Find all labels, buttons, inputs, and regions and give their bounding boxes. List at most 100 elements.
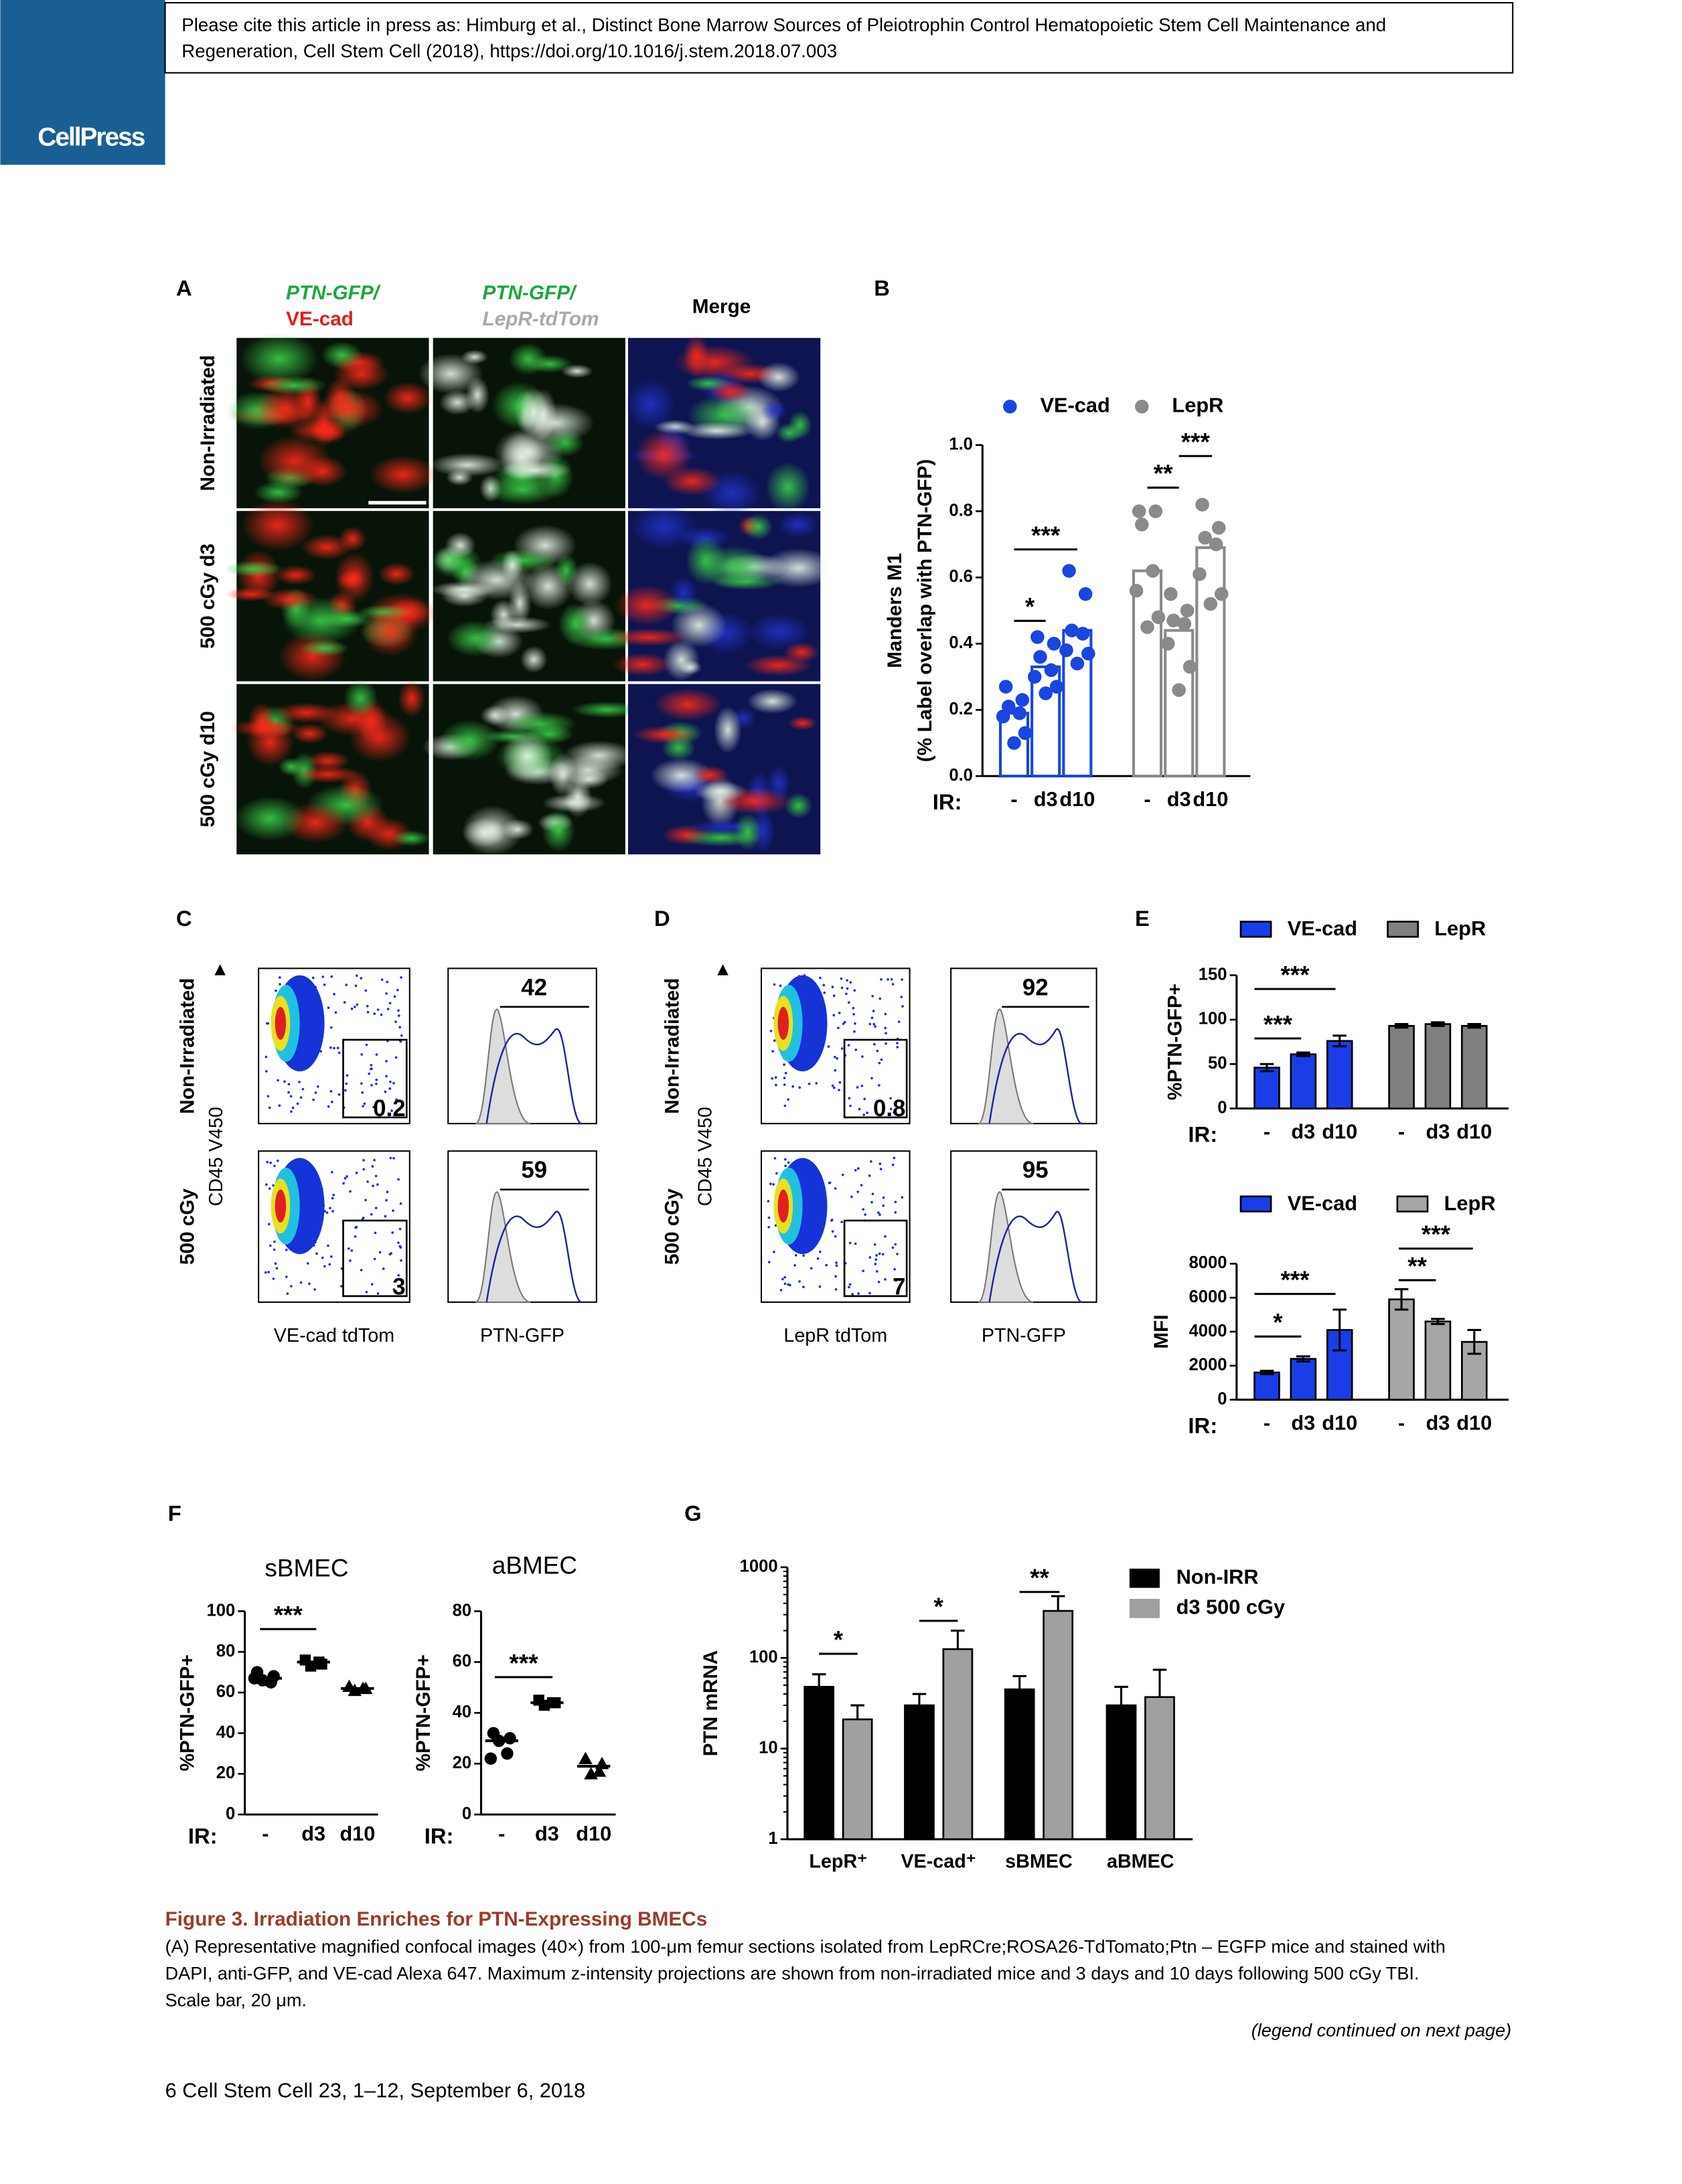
- significance-label: **: [1030, 1564, 1049, 1591]
- signal: [321, 341, 363, 369]
- event: [268, 1106, 271, 1109]
- histogram-sample: [485, 1211, 583, 1304]
- event: [321, 1256, 324, 1259]
- event: [875, 1254, 878, 1257]
- significance-label: ***: [1031, 522, 1061, 549]
- event: [767, 1200, 770, 1202]
- event: [332, 1193, 335, 1196]
- significance-label: *: [933, 1593, 943, 1620]
- event: [287, 1091, 290, 1094]
- event: [779, 984, 782, 988]
- event: [872, 1022, 876, 1026]
- event: [323, 1265, 326, 1268]
- x-tick-label: d3: [301, 1822, 325, 1845]
- data-point: [1132, 504, 1146, 518]
- event: [894, 1243, 897, 1246]
- signal: [398, 679, 426, 718]
- y-tick-label: 20: [216, 1764, 236, 1782]
- event: [343, 1001, 346, 1004]
- event: [798, 1086, 801, 1089]
- event: [385, 992, 388, 995]
- y-axis-label: CD45 V450: [695, 1107, 716, 1206]
- event: [386, 1008, 390, 1010]
- y-axis-label: MFI: [1150, 1314, 1172, 1348]
- event: [380, 978, 384, 982]
- event: [825, 1263, 828, 1267]
- bar: [1164, 629, 1195, 778]
- event: [264, 1070, 268, 1073]
- y-tick-label: 0.2: [949, 700, 973, 718]
- event: [896, 1042, 899, 1044]
- event: [306, 1262, 309, 1265]
- legend-label: d3 500 cGy: [1176, 1595, 1285, 1619]
- column-header: PTN-GFP/: [286, 282, 380, 304]
- event: [394, 1056, 398, 1059]
- density: [275, 1189, 287, 1223]
- signal: [275, 565, 317, 585]
- column-header: PTN-GFP/: [483, 282, 577, 304]
- signal: [392, 830, 431, 846]
- header-line: Please cite this article in press as: Hi…: [181, 14, 1386, 35]
- event: [329, 1255, 333, 1258]
- event: [299, 1096, 303, 1099]
- caption-continued: (legend continued on next page): [1251, 2019, 1511, 2040]
- y-axis-label: Manders M1: [884, 553, 906, 668]
- data-point: [1065, 623, 1079, 637]
- bar: [1326, 1040, 1353, 1109]
- event: [823, 991, 826, 994]
- signal: [246, 718, 295, 767]
- event: [392, 1209, 394, 1213]
- event: [327, 1006, 330, 1010]
- legend-label: VE-cad: [1288, 1191, 1357, 1215]
- data-point: [264, 1676, 277, 1689]
- event: [834, 1069, 837, 1072]
- bar: [1290, 1053, 1317, 1109]
- event: [316, 1085, 319, 1088]
- histogram-sample: [485, 1028, 583, 1125]
- gate-value: 7: [893, 1274, 905, 1300]
- event: [894, 1200, 897, 1204]
- data-point: [1012, 706, 1026, 720]
- event: [325, 1211, 329, 1215]
- event: [864, 1213, 866, 1217]
- event: [893, 1111, 896, 1114]
- event: [884, 1235, 887, 1238]
- event: [901, 1005, 904, 1008]
- event: [340, 1285, 343, 1288]
- event: [818, 1250, 822, 1253]
- data-point: [248, 1672, 261, 1685]
- event: [366, 1004, 369, 1008]
- event: [896, 1046, 899, 1048]
- event: [273, 1248, 276, 1251]
- x-tick-label: d10: [1456, 1411, 1492, 1435]
- signal: [708, 380, 752, 403]
- event: [353, 1005, 356, 1008]
- x-tick-label: -: [1398, 1411, 1405, 1435]
- event: [331, 1210, 334, 1213]
- row-label: 500 cGy d3: [197, 544, 219, 649]
- bar: [1460, 1024, 1488, 1109]
- legend-marker: [1387, 921, 1419, 938]
- event: [831, 1230, 834, 1233]
- signal: [338, 526, 366, 552]
- significance-label: *: [1273, 1308, 1283, 1336]
- x-tick-label: d10: [339, 1822, 375, 1845]
- caption-line: (A) Representative magnified confocal im…: [165, 1936, 1446, 1956]
- event: [884, 1026, 887, 1030]
- event: [333, 993, 335, 996]
- signal: [418, 353, 483, 394]
- event: [870, 1077, 873, 1080]
- event: [901, 978, 903, 981]
- event: [373, 1257, 376, 1261]
- event: [810, 1267, 813, 1270]
- signal: [493, 427, 564, 477]
- event: [376, 1183, 379, 1186]
- signal: [502, 731, 553, 782]
- x-tick-label: d10: [576, 1822, 611, 1845]
- header-line: Regeneration, Cell Stem Cell (2018), htt…: [181, 40, 837, 61]
- gate-value: 95: [1022, 1157, 1049, 1183]
- y-tick-label: 60: [453, 1652, 472, 1670]
- signal: [224, 560, 283, 577]
- data-point: [492, 1734, 506, 1747]
- x-tick-label: d10: [1322, 1411, 1357, 1435]
